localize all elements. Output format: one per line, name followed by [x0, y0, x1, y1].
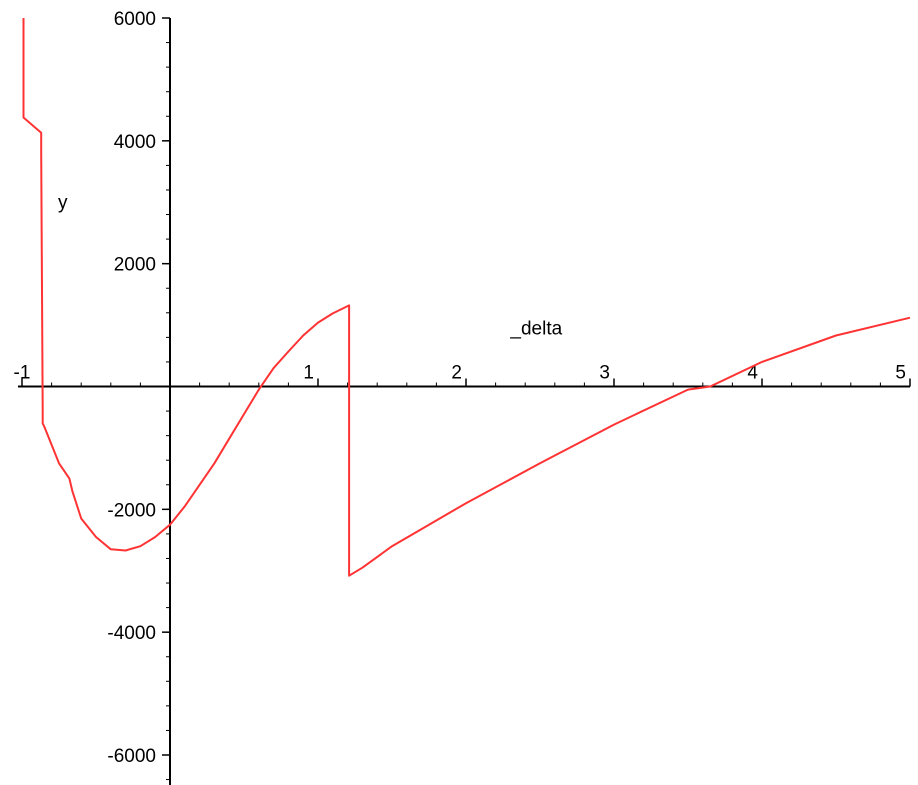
- y-tick-label: 4000: [114, 132, 156, 153]
- x-ticks: -1 1 2 3 4 5: [14, 363, 911, 387]
- x-minor-ticks: [21, 382, 911, 387]
- y-ticks: 6000 4000 2000 -2000 -4000 -6000: [107, 9, 170, 767]
- y-tick: 6000: [114, 9, 170, 30]
- x-tick-label: 5: [895, 363, 906, 384]
- y-axis-title: y: [58, 192, 68, 213]
- y-tick-label: -2000: [107, 500, 156, 521]
- x-tick: 1: [303, 363, 319, 387]
- y-axis: 6000 4000 2000 -2000 -4000 -6000: [107, 9, 171, 785]
- y-tick: 4000: [114, 132, 170, 153]
- y-tick-label: 6000: [114, 9, 156, 30]
- y-tick: -2000: [107, 500, 170, 521]
- y-tick: 2000: [114, 255, 170, 276]
- x-tick: 5: [895, 363, 911, 387]
- x-axis-title: _delta: [509, 318, 562, 339]
- y-tick: -4000: [107, 623, 170, 644]
- y-tick-label: -4000: [107, 623, 156, 644]
- x-tick-label: -1: [14, 363, 31, 384]
- x-tick: 3: [599, 363, 615, 387]
- x-tick-label: 3: [599, 363, 610, 384]
- y-tick-label: -6000: [107, 746, 156, 767]
- x-tick-label: 4: [747, 363, 758, 384]
- series-line: [22, 18, 911, 577]
- x-axis: -1 1 2 3 4 5: [14, 363, 911, 388]
- x-tick-label: 1: [303, 363, 314, 384]
- x-tick: 2: [451, 363, 467, 387]
- y-tick: -6000: [107, 746, 170, 767]
- series-layer: [22, 18, 911, 577]
- y-minor-ticks: [166, 17, 170, 781]
- y-tick-label: 2000: [114, 255, 156, 276]
- x-tick-label: 2: [451, 363, 462, 384]
